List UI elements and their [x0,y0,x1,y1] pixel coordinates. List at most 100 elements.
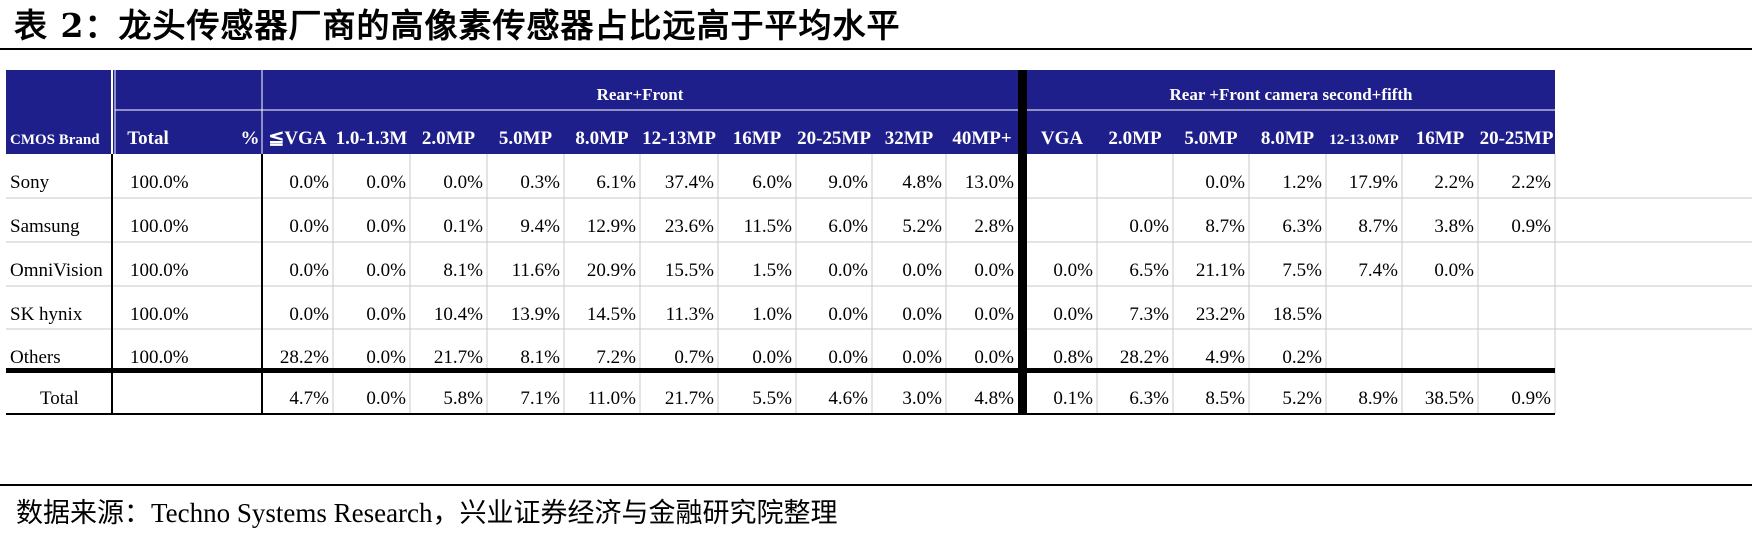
table-cell: 0.0% [752,347,792,368]
row-brand: SK hynix [10,304,83,325]
total-cell: 6.3% [1129,388,1169,409]
table-cell: 0.0% [289,260,329,281]
table-cell: 0.0% [1205,172,1245,193]
table-cell: 2.2% [1434,172,1474,193]
table-cell: 5.2% [902,216,942,237]
table-cell: 14.5% [587,304,636,325]
total-cell: 8.5% [1205,388,1245,409]
row-total: 100.0% [130,304,189,325]
column-header: 12-13.0MP [1329,132,1399,148]
table-cell: 28.2% [280,347,329,368]
table-cell: 6.3% [1282,216,1322,237]
table-cell: 0.0% [366,304,406,325]
table-cell: 1.5% [752,260,792,281]
column-header: 40MP+ [952,128,1011,149]
table-cell: 18.5% [1273,304,1322,325]
table-cell: 0.0% [443,172,483,193]
row-brand: OmniVision [10,260,103,281]
total-cell: 7.1% [520,388,560,409]
total-cell: 5.8% [443,388,483,409]
header-background [6,70,1555,154]
total-cell: 0.0% [366,388,406,409]
table-cell: 12.9% [587,216,636,237]
table-cell: 9.0% [828,172,868,193]
table-cell: 21.7% [434,347,483,368]
table-cell: 17.9% [1349,172,1398,193]
column-header: CMOS Brand [10,132,100,148]
source-note: 数据来源：Techno Systems Research，兴业证券经济与金融研究… [16,498,838,528]
column-header: 20-25MP [1480,128,1554,149]
total-cell: 21.7% [665,388,714,409]
table-cell: 0.0% [366,172,406,193]
total-cell: 5.2% [1282,388,1322,409]
column-header: 5.0MP [1184,128,1238,149]
column-header: 2.0MP [1108,128,1162,149]
group-header-second-fifth: Rear +Front camera second+fifth [1170,85,1414,104]
column-header: 8.0MP [575,128,629,149]
column-header: 8.0MP [1261,128,1315,149]
table-cell: 4.8% [902,172,942,193]
table-cell: 8.7% [1205,216,1245,237]
column-header: 20-25MP [797,128,871,149]
column-header: 2.0MP [422,128,476,149]
table-cell: 0.0% [366,347,406,368]
column-header: 5.0MP [499,128,553,149]
column-header: 1.0-1.3M [336,128,408,149]
table-cell: 0.1% [443,216,483,237]
column-header: 32MP [885,128,934,149]
table-cell: 0.0% [902,260,942,281]
table-cell: 0.0% [1053,304,1093,325]
column-header: Total [127,128,169,149]
data-table: Rear+Front Rear +Front camera second+fift… [0,70,1752,468]
table-cell: 11.6% [512,260,561,281]
row-brand: Samsung [10,216,80,237]
table-cell: 7.3% [1129,304,1169,325]
table-cell: 0.0% [974,304,1014,325]
table-cell: 6.0% [752,172,792,193]
table-cell: 0.9% [1511,216,1551,237]
bottom-rule [0,484,1752,486]
column-header: 16MP [1416,128,1465,149]
table-cell: 6.0% [828,216,868,237]
total-row-label: Total [40,388,79,409]
table-cell: 6.1% [596,172,636,193]
table-cell: 0.0% [1129,216,1169,237]
table-cell: 0.0% [366,216,406,237]
column-header: 16MP [733,128,782,149]
table-cell: 0.2% [1282,347,1322,368]
table-cell: 0.0% [1434,260,1474,281]
table-cell: 8.7% [1358,216,1398,237]
row-total: 100.0% [130,347,189,368]
table-cell: 0.0% [974,347,1014,368]
total-cell: 4.6% [828,388,868,409]
column-header: VGA [1041,128,1084,149]
table-cell: 20.9% [587,260,636,281]
group-header-rear-front: Rear+Front [597,85,684,104]
total-cell: 8.9% [1358,388,1398,409]
table-cell: 6.5% [1129,260,1169,281]
table-cell: 0.7% [674,347,714,368]
column-header: ≦VGA [268,128,326,149]
total-cell: 5.5% [752,388,792,409]
table-cell: 0.0% [974,260,1014,281]
table-cell: 0.0% [902,347,942,368]
table-title: 表 2：龙头传感器厂商的高像素传感器占比远高于平均水平 [14,6,901,45]
table-cell: 0.0% [828,304,868,325]
section-divider [1018,70,1027,414]
table-cell: 0.0% [1053,260,1093,281]
row-brand: Others [10,347,61,368]
column-header: % [241,128,260,149]
table-cell: 8.1% [520,347,560,368]
table-cell: 8.1% [443,260,483,281]
table-cell: 2.8% [974,216,1014,237]
table-svg: Rear+Front Rear +Front camera second+fift… [6,70,1752,415]
title-rule [0,48,1752,50]
table-cell: 1.0% [752,304,792,325]
table-cell: 23.2% [1196,304,1245,325]
table-cell: 23.6% [665,216,714,237]
table-cell: 10.4% [434,304,483,325]
table-cell: 4.9% [1205,347,1245,368]
table-cell: 9.4% [520,216,560,237]
table-cell: 0.8% [1053,347,1093,368]
table-cell: 7.5% [1282,260,1322,281]
